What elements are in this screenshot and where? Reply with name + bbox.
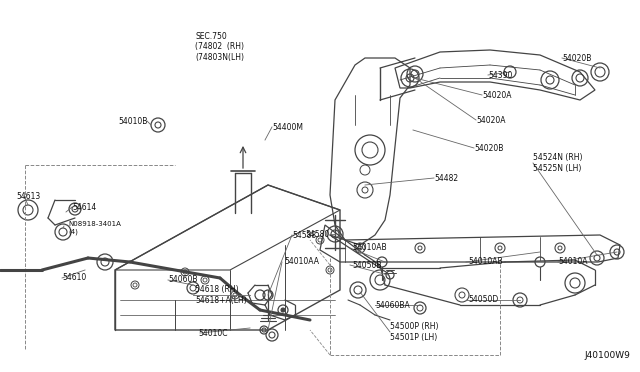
Text: 54060B: 54060B (168, 276, 198, 285)
Text: 54618 (RH)
54618+A(LH): 54618 (RH) 54618+A(LH) (195, 285, 247, 305)
Text: 54010A: 54010A (558, 257, 588, 266)
Text: 54010B: 54010B (118, 116, 148, 125)
Text: 54010AB: 54010AB (468, 257, 502, 266)
Text: 54390: 54390 (488, 71, 513, 80)
Text: 54060BA: 54060BA (375, 301, 410, 310)
Text: 54010AA: 54010AA (284, 257, 319, 266)
Text: 54010AB: 54010AB (352, 244, 387, 253)
Text: 54613: 54613 (16, 192, 40, 201)
Text: SEC.750
(74802  (RH)
(74803N(LH): SEC.750 (74802 (RH) (74803N(LH) (195, 32, 244, 62)
Text: 54050B: 54050B (352, 260, 381, 269)
Text: 54010C: 54010C (198, 328, 227, 337)
Text: 54400M: 54400M (272, 122, 303, 131)
Text: 54020B: 54020B (474, 144, 504, 153)
Text: 54614: 54614 (72, 202, 96, 212)
Text: 54500P (RH)
54501P (LH): 54500P (RH) 54501P (LH) (390, 322, 438, 342)
Text: 54580: 54580 (306, 230, 330, 238)
Text: N08918-3401A
(4): N08918-3401A (4) (68, 221, 121, 235)
Text: 54588: 54588 (292, 231, 316, 240)
Text: J40100W9: J40100W9 (584, 351, 630, 360)
Text: 54050D: 54050D (468, 295, 499, 305)
Text: 54524N (RH)
54525N (LH): 54524N (RH) 54525N (LH) (533, 153, 582, 173)
Circle shape (281, 308, 285, 312)
Text: 54020A: 54020A (482, 90, 511, 99)
Text: 54482: 54482 (434, 173, 458, 183)
Text: 54020A: 54020A (476, 115, 506, 125)
Text: 54610: 54610 (62, 273, 86, 282)
Text: 54020B: 54020B (562, 54, 591, 62)
